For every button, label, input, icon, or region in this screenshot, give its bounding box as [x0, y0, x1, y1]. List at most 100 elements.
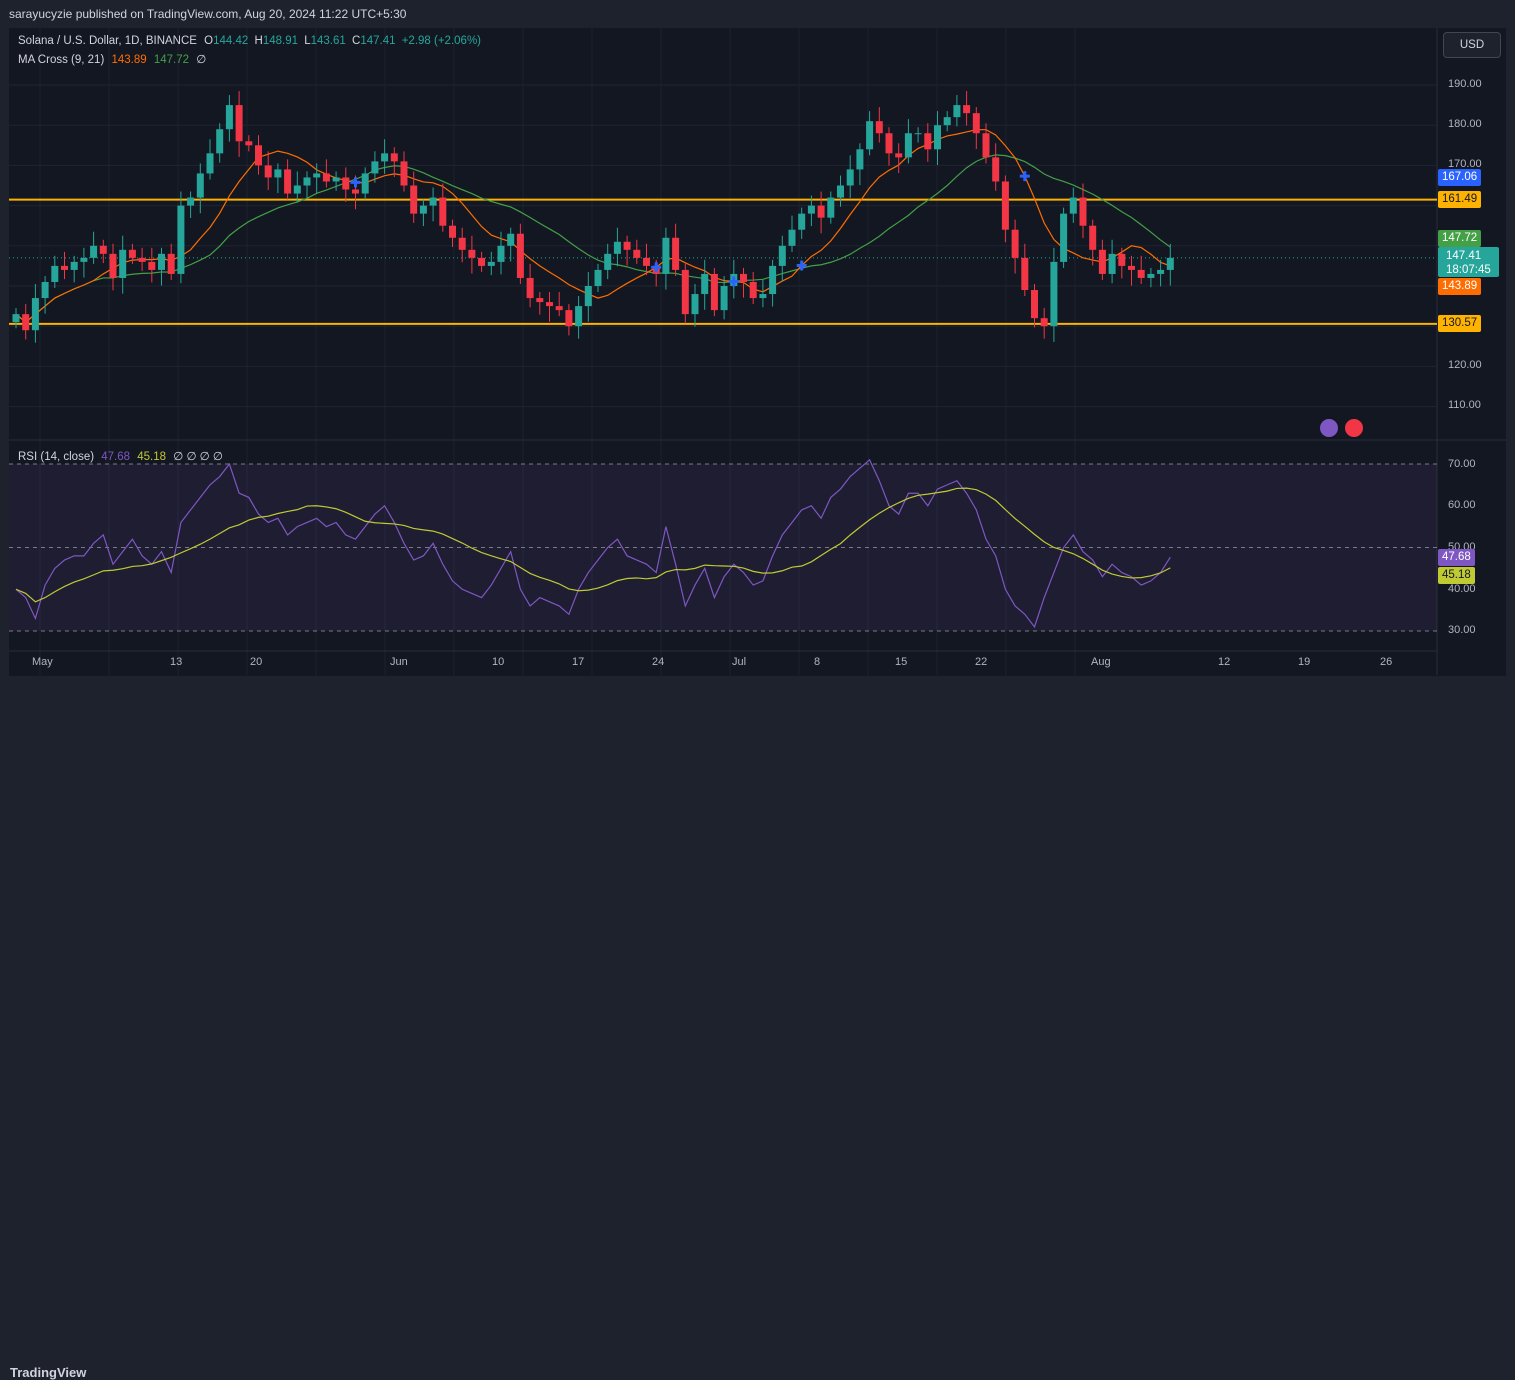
ma-fast-value: 143.89 [111, 54, 147, 66]
us-flag-event-icon[interactable] [1343, 417, 1365, 439]
candle-body [934, 125, 941, 150]
candle-body [439, 197, 447, 226]
resistance-tag: 161.49 [1438, 191, 1482, 208]
candle-body [390, 153, 398, 162]
candle-body [1166, 257, 1174, 270]
rsi-tick-70: 70.00 [1448, 458, 1476, 470]
candle-body [90, 245, 98, 258]
candle-body [361, 173, 369, 194]
tradingview-logo: TradingView [10, 1365, 87, 1380]
candle-body [109, 253, 117, 278]
rsi-value-tag: 47.68 [1438, 549, 1475, 566]
candle-body [594, 269, 602, 286]
candle-body [846, 169, 854, 186]
price-tick-170: 170.00 [1448, 158, 1482, 170]
candle-body [468, 249, 476, 258]
rsi-tick-60: 60.00 [1448, 499, 1476, 511]
candle-body [749, 281, 757, 299]
low-value: 143.61 [310, 35, 346, 47]
cross-level-tag: 167.06 [1438, 169, 1482, 186]
time-tick-label: Aug [1091, 656, 1111, 668]
candle-body [1118, 253, 1126, 266]
candle-body [769, 265, 777, 295]
candle-body [720, 286, 728, 311]
time-tick-label: Jul [732, 656, 747, 668]
candle-body [643, 257, 650, 266]
event-marker-icon[interactable] [1318, 417, 1340, 439]
currency-button[interactable]: USD [1443, 32, 1501, 58]
candle-body [740, 273, 747, 282]
time-tick-label: 26 [1380, 656, 1393, 668]
publisher-bar: sarayucyzie published on TradingView.com… [0, 0, 1515, 28]
candle-body [1069, 197, 1077, 214]
candle-body [419, 205, 427, 214]
candle-body [963, 105, 971, 114]
candle-body [206, 153, 214, 174]
candle-body [856, 149, 864, 170]
candle-body [701, 273, 709, 295]
candle-body [381, 153, 389, 162]
candle-body [837, 185, 844, 198]
rsi-ma-line [15, 487, 1171, 603]
candle-body [497, 245, 505, 262]
ma-cross-marker [651, 262, 662, 273]
rsi-tick-30: 30.00 [1448, 624, 1476, 636]
time-tick-label: 19 [1298, 656, 1311, 668]
ma-slow-line [15, 154, 1171, 323]
price-tick-120: 120.00 [1448, 359, 1482, 371]
candle-body [1060, 213, 1068, 262]
price-and-rsi-chart[interactable] [0, 0, 1515, 711]
candle-body [128, 249, 136, 258]
candle-body [99, 245, 107, 254]
time-tick-label: 10 [492, 656, 505, 668]
candle-body [429, 197, 437, 206]
candle-body [555, 306, 563, 311]
candle-body [70, 261, 78, 270]
close-label: C [352, 35, 361, 47]
ma-legend[interactable]: MA Cross (9, 21) 143.89 147.72 ∅ [18, 52, 206, 66]
time-tick-label: 22 [975, 656, 988, 668]
candle-body [778, 245, 786, 266]
low-label: L [304, 35, 311, 47]
candle-body [924, 133, 932, 150]
candle-body [410, 185, 418, 214]
rsi-ma-legend-value: 45.18 [137, 451, 167, 463]
candle-body [487, 261, 495, 266]
candle-body [662, 237, 670, 274]
candle-body [158, 253, 165, 270]
candle-body [255, 145, 262, 166]
candle-body [1011, 229, 1019, 258]
candle-body [167, 253, 175, 274]
rsi-legend[interactable]: RSI (14, close) 47.68 45.18 ∅ ∅ ∅ ∅ [18, 449, 223, 463]
candle-body [61, 265, 68, 270]
candle-body [1098, 249, 1106, 274]
candle-body [904, 133, 912, 158]
candle-body [352, 189, 359, 194]
ma-cross-marker [728, 276, 739, 287]
ma-fast-tag: 143.89 [1438, 278, 1482, 295]
symbol-legend: Solana / U.S. Dollar, 1D, BINANCE O144.4… [18, 35, 481, 47]
price-tick-180: 180.00 [1448, 118, 1482, 130]
candle-body [895, 153, 903, 158]
candle-body [866, 121, 874, 150]
high-label: H [254, 35, 263, 47]
time-tick-label: 15 [895, 656, 908, 668]
candle-body [342, 177, 350, 190]
open-value: 144.42 [213, 35, 249, 47]
candle-body [992, 157, 1000, 182]
candle-body [322, 173, 330, 182]
candle-body [177, 205, 185, 274]
rsi-legend-value: 47.68 [101, 451, 131, 463]
candle-body [274, 169, 282, 178]
time-tick-label: 20 [250, 656, 263, 668]
candle-body [284, 169, 292, 194]
candle-body [80, 257, 88, 262]
candle-body [449, 225, 456, 238]
candle-body [1089, 225, 1097, 250]
ma-empty-icon: ∅ [196, 54, 207, 66]
ma-cross-marker [796, 260, 807, 271]
candle-body [400, 161, 408, 186]
candle-body [875, 121, 883, 134]
price-tick-190: 190.00 [1448, 78, 1482, 90]
candle-body [235, 105, 243, 142]
